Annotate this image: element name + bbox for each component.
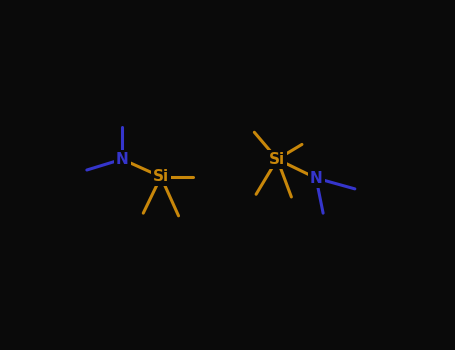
Text: N: N bbox=[310, 170, 323, 186]
Text: N: N bbox=[116, 152, 128, 167]
Text: Si: Si bbox=[269, 152, 285, 167]
Text: Si: Si bbox=[153, 169, 169, 184]
